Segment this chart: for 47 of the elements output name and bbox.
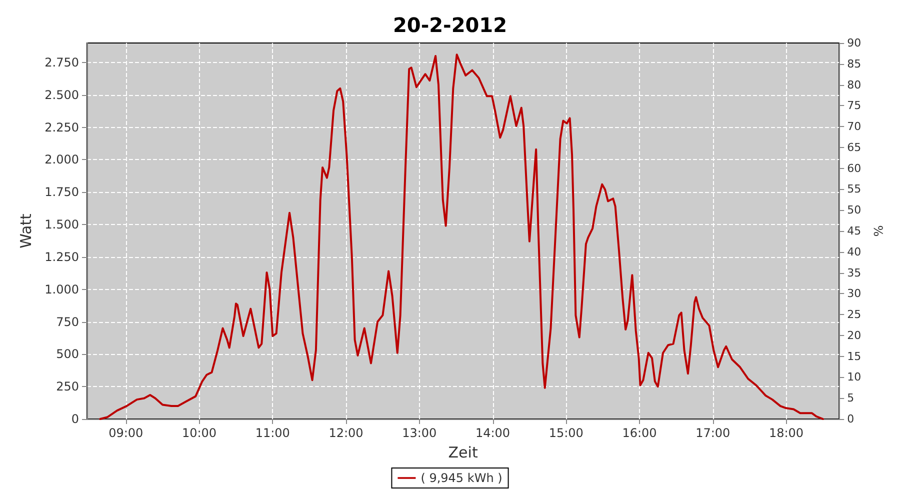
x-tick-label: 13:00	[402, 426, 437, 440]
x-tick-label: 16:00	[622, 426, 657, 440]
y-tick-label: 2.500	[44, 88, 79, 102]
x-tick-label: 17:00	[696, 426, 730, 440]
x-tick-label: 18:00	[768, 426, 804, 440]
x-axis-title: Zeit	[448, 444, 478, 462]
y2-tick-label: 5	[847, 392, 854, 405]
y-tick-label: 2.000	[44, 152, 79, 167]
y2-tick-label: 70	[847, 120, 862, 134]
x-tick-label: 09:00	[108, 426, 144, 440]
y2-tick-label: 35	[847, 266, 862, 280]
y2-tick-label: 40	[847, 245, 862, 258]
y2-tick-label: 0	[847, 412, 854, 426]
y2-tick-label: 75	[847, 99, 862, 112]
x-tick-label: 15:00	[548, 426, 584, 440]
y-tick-label: 0	[71, 412, 79, 426]
y2-tick-label: 15	[847, 350, 862, 363]
y-tick-label: 1.750	[44, 185, 79, 200]
chart-title: 20-2-2012	[392, 13, 508, 37]
y2-tick-label: 30	[847, 287, 862, 300]
line-series	[99, 54, 824, 420]
y2-tick-label: 60	[847, 162, 862, 175]
y2-tick-label: 50	[847, 204, 862, 217]
y-axis-title: Watt	[17, 213, 36, 248]
y-tick-label: 2.250	[44, 120, 79, 134]
y-tick-label: 750	[56, 314, 79, 329]
y2-tick-label: 45	[847, 224, 862, 238]
y2-tick-label: 10	[847, 370, 862, 384]
x-tick-label: 10:00	[182, 426, 217, 440]
y-tick-label: 250	[56, 380, 79, 394]
y-tick-label: 2.750	[44, 55, 79, 70]
y2-axis-title: %	[871, 225, 885, 237]
y2-tick-label: 25	[847, 308, 862, 322]
y-tick-label: 1.500	[44, 218, 79, 232]
x-tick-label: 14:00	[475, 426, 510, 440]
y-tick-label: 1.250	[44, 250, 79, 264]
y2-tick-label: 80	[847, 78, 862, 92]
y2-tick-label: 55	[847, 182, 862, 196]
y-tick-label: 1.000	[44, 282, 79, 296]
x-tick-label: 12:00	[328, 426, 364, 440]
y2-tick-label: 90	[847, 36, 862, 50]
y2-tick-label: 85	[847, 57, 862, 70]
y2-tick-label: 65	[847, 140, 862, 154]
y2-tick-label: 20	[847, 328, 862, 342]
y-tick-label: 500	[56, 347, 79, 362]
legend-label: ( 9,945 kWh )	[420, 471, 502, 485]
x-tick-label: 11:00	[255, 426, 290, 440]
